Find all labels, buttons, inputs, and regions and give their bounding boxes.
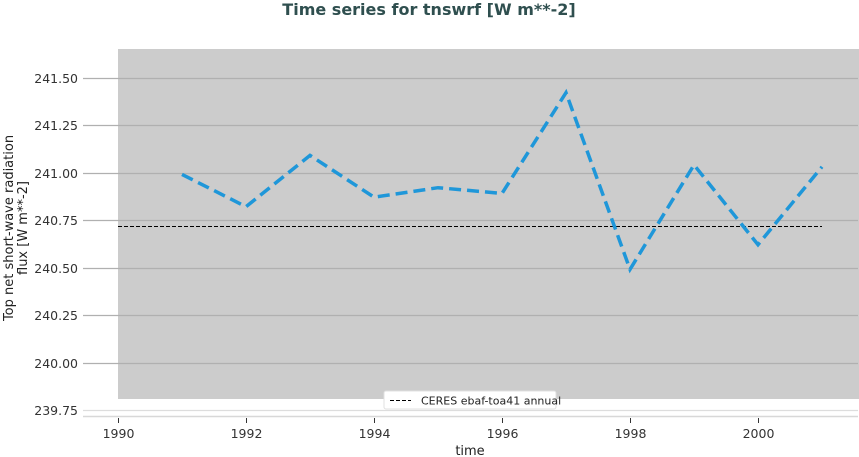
series-line: [181, 88, 824, 274]
x-tick-label: 1992: [231, 426, 263, 441]
y-axis-label-line: Top net short-wave radiation: [2, 135, 17, 322]
y-tick-label: 240.25: [34, 308, 78, 323]
x-axis: 1990 1992 1994 1996 1998 2000: [83, 415, 858, 441]
legend: CERES ebaf-toa41 annual: [383, 390, 561, 410]
y-tick-label: 241.00: [34, 166, 78, 181]
y-tick-label: 240.75: [34, 213, 78, 228]
y-axis-label-line: flux [W m**-2]: [16, 181, 31, 275]
y-axis-tick-labels: 239.75 240.00 240.25 240.50 240.75 241.00 241.…: [34, 71, 78, 418]
y-tick-label: 240.00: [34, 356, 78, 371]
x-tick-label: 1996: [487, 426, 519, 441]
y-tick-label: 241.25: [34, 118, 78, 133]
legend-label: CERES ebaf-toa41 annual: [421, 395, 561, 408]
x-tick-label: 1998: [615, 426, 647, 441]
x-tick-label: 2000: [743, 426, 775, 441]
x-tick-label: 1994: [359, 426, 391, 441]
y-tick-label: 241.50: [34, 71, 78, 86]
plot-area-background: [118, 49, 859, 399]
y-tick-label: 239.75: [34, 403, 78, 418]
x-axis-label: time: [455, 444, 484, 457]
data-series: [181, 88, 824, 274]
legend-box: [383, 390, 557, 410]
grid-lines: [83, 77, 858, 412]
y-axis-label: Top net short-wave radiation flux [W m**-…: [2, 135, 31, 322]
y-tick-label: 240.50: [34, 261, 78, 276]
x-tick-label: 1990: [103, 426, 135, 441]
chart-title: Time series for tnswrf [W m**-2]: [282, 0, 575, 19]
